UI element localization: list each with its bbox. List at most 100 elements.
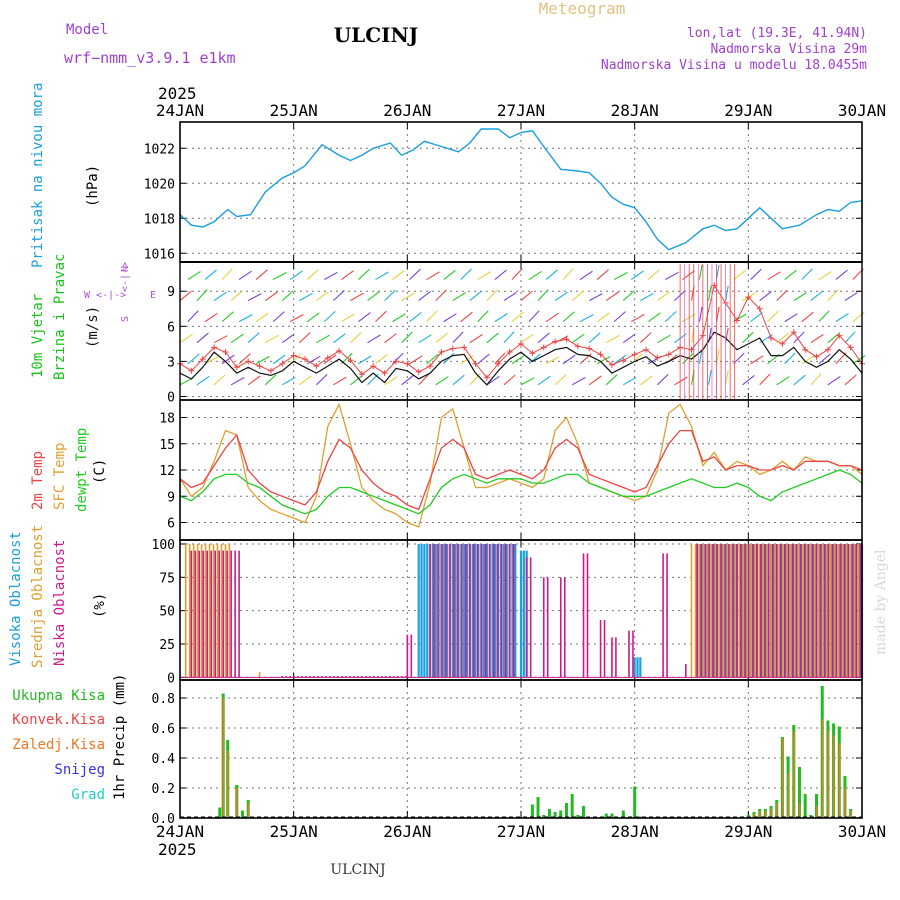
wind-arrow [401,374,414,386]
wind-arrow [452,292,466,302]
pressure-title: Pritisak na nivou mora [30,83,46,268]
wind-arrow [596,269,609,280]
wind-arrow [554,374,567,386]
wind-arrow [596,312,610,323]
wind-arrow [367,334,381,344]
wind-gust-marker [631,351,638,358]
wind-arrow [409,355,423,365]
wind-arrow [426,353,439,365]
wind-arrow [375,271,389,281]
temp-units: (C) [92,459,108,484]
wind-arrow [358,355,372,365]
wind-arrow [622,290,635,302]
wind-gust-marker [370,363,377,370]
y-tick-label: 0.6 [152,722,175,737]
wind-arrow [511,354,525,365]
compass-vert: <-|-> [120,262,131,292]
total-rain-bar [553,812,557,818]
top-date-axis: 24JAN 25JAN 26JAN 27JAN 28JAN 29JAN 30JAN [156,101,886,120]
wind-arrow [759,373,771,386]
wind-arrow [196,332,209,344]
y-tick-label: 1022 [144,142,175,157]
wind-arrow [333,289,345,301]
station-title: ULCINJ [334,23,419,47]
y-tick-label: 6 [167,517,175,532]
compass-n: N [120,266,131,272]
panel-frame [179,261,863,401]
wind-arrow [384,289,396,301]
wind-arrow [281,290,294,302]
compass-e: E [150,290,156,301]
total-rain-bar [241,810,245,818]
convective-rain-bar [770,809,773,818]
wind-gust-marker [188,367,195,374]
wind-arrow [324,354,337,365]
y-tick-label: 9 [167,490,175,505]
total-rain-bar [803,794,807,818]
wind-gust-marker [404,360,411,367]
wind-arrow [435,289,447,301]
y-tick-label: 0.2 [152,782,175,797]
wind-gust-marker [392,358,399,365]
wind-arrow [255,356,270,365]
wind-arrow [528,270,542,281]
wind-gust-marker [563,336,570,343]
wind-arrow [623,376,637,386]
wind-arrow [477,271,491,281]
wind-arrow [230,290,243,302]
wind-arrow [708,369,712,385]
wind-arrow [520,333,534,344]
cloud-panel: 0 25 50 75 100 [152,538,864,686]
wind-arrow [350,375,363,386]
wind-gust-marker [336,347,343,354]
wind-arrow [715,264,720,280]
wind-gust-marker [199,356,206,363]
wind-arrow [503,291,517,302]
pressure-units: (hPa) [85,165,101,207]
wind-arrow [622,333,636,344]
wind-arrow [179,333,193,344]
wind-arrow [187,270,201,281]
wind-arrow [715,348,720,364]
wind-gust-marker [472,360,479,367]
top-date-label: 29JAN [724,101,772,120]
wind-arrow [469,290,482,302]
wind-gust-marker [415,368,422,375]
legend-convective: Konvek.Kisa [12,712,105,728]
bottom-date-label: 26JAN [383,822,431,841]
dew-title: dewpt Temp [74,428,90,512]
convective-rain-bar [827,731,829,818]
wind-arrow [204,356,219,365]
wind-arrow [272,272,287,281]
wind-arrow [401,331,413,344]
top-date-label: 27JAN [497,101,545,120]
y-tick-label: 12 [159,464,175,479]
wind-arrow [238,314,253,323]
wind-arrow [554,291,568,302]
wind-gust-marker [495,360,502,367]
convective-rain-bar [821,719,824,818]
wind-gust-marker [529,350,536,357]
wind-gust-marker [461,344,468,351]
mid-cloud-title: Srednja Oblacnost [30,525,46,668]
wind-arrow [443,269,456,280]
wind-arrow [725,285,729,301]
wind-arrow [793,374,806,386]
wind-arrow [247,375,261,386]
total-rain-bar [542,815,546,818]
wind-arrow [613,272,628,281]
year-label-bottom: 2025 [158,840,197,859]
legend-freezing: Zaledj.Kisa [12,737,105,753]
model-name: wrf−nmm_v3.9.1 e1km [64,49,236,67]
wind-gust-marker [449,345,456,352]
wind-arrow [358,312,371,323]
wind-arrow [289,270,303,280]
wind-arrow [221,311,234,323]
wind-arrow [571,377,586,386]
wind-arrow [341,270,354,280]
wind-arrow [503,331,515,344]
total-rain-bar [530,804,534,818]
wind-arrow [426,271,440,281]
wind-arrow [698,306,703,322]
wind-arrow [835,269,848,280]
